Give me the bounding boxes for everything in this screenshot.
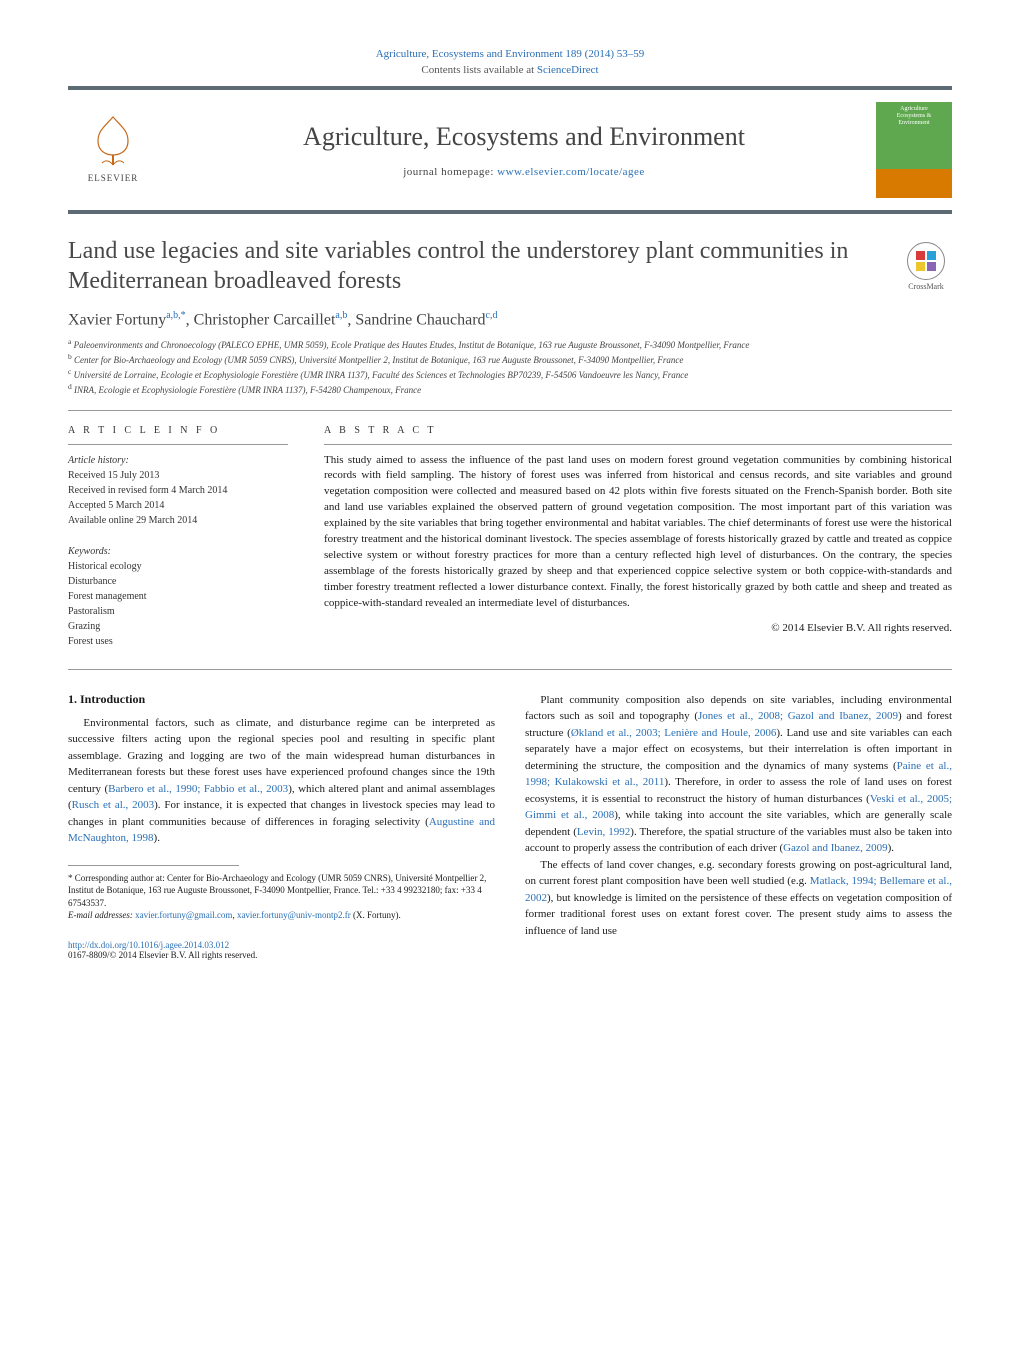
corresponding-author-footnote: * Corresponding author at: Center for Bi… <box>68 872 495 910</box>
section-heading: 1. Introduction <box>68 692 495 707</box>
contents-line: Contents lists available at ScienceDirec… <box>68 64 952 76</box>
article-history: Article history: Received 15 July 2013 R… <box>68 453 288 528</box>
citation-link[interactable]: Gazol and Ibanez, 2009 <box>783 842 887 854</box>
citation-line: Agriculture, Ecosystems and Environment … <box>68 48 952 60</box>
email-link[interactable]: xavier.fortuny@gmail.com <box>135 910 232 920</box>
copyright-line: © 2014 Elsevier B.V. All rights reserved… <box>324 622 952 634</box>
article-info-heading: A R T I C L E I N F O <box>68 425 288 436</box>
body-paragraph: Plant community composition also depends… <box>525 692 952 857</box>
page-footer: http://dx.doi.org/10.1016/j.agee.2014.03… <box>68 940 495 960</box>
citation-link[interactable]: Barbero et al., 1990; Fabbio et al., 200… <box>108 783 288 795</box>
email-link[interactable]: xavier.fortuny@univ-montp2.fr <box>237 910 351 920</box>
body-paragraph: Environmental factors, such as climate, … <box>68 715 495 847</box>
crossmark-badge[interactable]: CrossMark <box>900 242 952 294</box>
citation-link[interactable]: Økland et al., 2003; Lenière and Houle, … <box>571 727 777 739</box>
citation-link[interactable]: Levin, 1992 <box>577 826 630 838</box>
rule <box>68 669 952 670</box>
citation-link[interactable]: Agriculture, Ecosystems and Environment … <box>376 48 645 60</box>
journal-title: Agriculture, Ecosystems and Environment <box>303 122 745 152</box>
elsevier-tree-icon <box>84 111 142 169</box>
citation-link[interactable]: Jones et al., 2008; Gazol and Ibanez, 20… <box>698 710 898 722</box>
abstract-heading: A B S T R A C T <box>324 425 952 436</box>
affiliations: a Paleoenvironments and Chronoecology (P… <box>68 337 952 397</box>
journal-cover-thumbnail[interactable]: Agriculture Ecosystems & Environment <box>876 102 952 198</box>
rule <box>68 410 952 411</box>
cover-line: Agriculture <box>900 106 928 113</box>
homepage-link[interactable]: www.elsevier.com/locate/agee <box>497 166 645 178</box>
journal-homepage: journal homepage: www.elsevier.com/locat… <box>403 166 645 178</box>
masthead: ELSEVIER Agriculture, Ecosystems and Env… <box>68 86 952 214</box>
cover-line: Ecosystems & <box>897 113 932 120</box>
doi-link[interactable]: http://dx.doi.org/10.1016/j.agee.2014.03… <box>68 940 495 950</box>
article-title: Land use legacies and site variables con… <box>68 236 952 296</box>
rule <box>324 444 952 445</box>
elsevier-label: ELSEVIER <box>88 173 139 183</box>
email-footnote: E-mail addresses: xavier.fortuny@gmail.c… <box>68 909 495 922</box>
citation-link[interactable]: Rusch et al., 2003 <box>72 799 154 811</box>
cover-line: Environment <box>898 120 929 127</box>
issn-line: 0167-8809/© 2014 Elsevier B.V. All right… <box>68 950 257 960</box>
crossmark-label: CrossMark <box>908 282 944 292</box>
crossmark-icon <box>907 242 945 280</box>
keywords: Keywords: Historical ecology Disturbance… <box>68 544 288 649</box>
sciencedirect-link[interactable]: ScienceDirect <box>537 64 599 76</box>
elsevier-logo[interactable]: ELSEVIER <box>68 102 158 192</box>
rule <box>68 865 239 866</box>
authors-line: Xavier Fortunya,b,*, Christopher Carcail… <box>68 310 952 329</box>
abstract-text: This study aimed to assess the influence… <box>324 453 952 612</box>
rule <box>68 444 288 445</box>
body-paragraph: The effects of land cover changes, e.g. … <box>525 857 952 940</box>
